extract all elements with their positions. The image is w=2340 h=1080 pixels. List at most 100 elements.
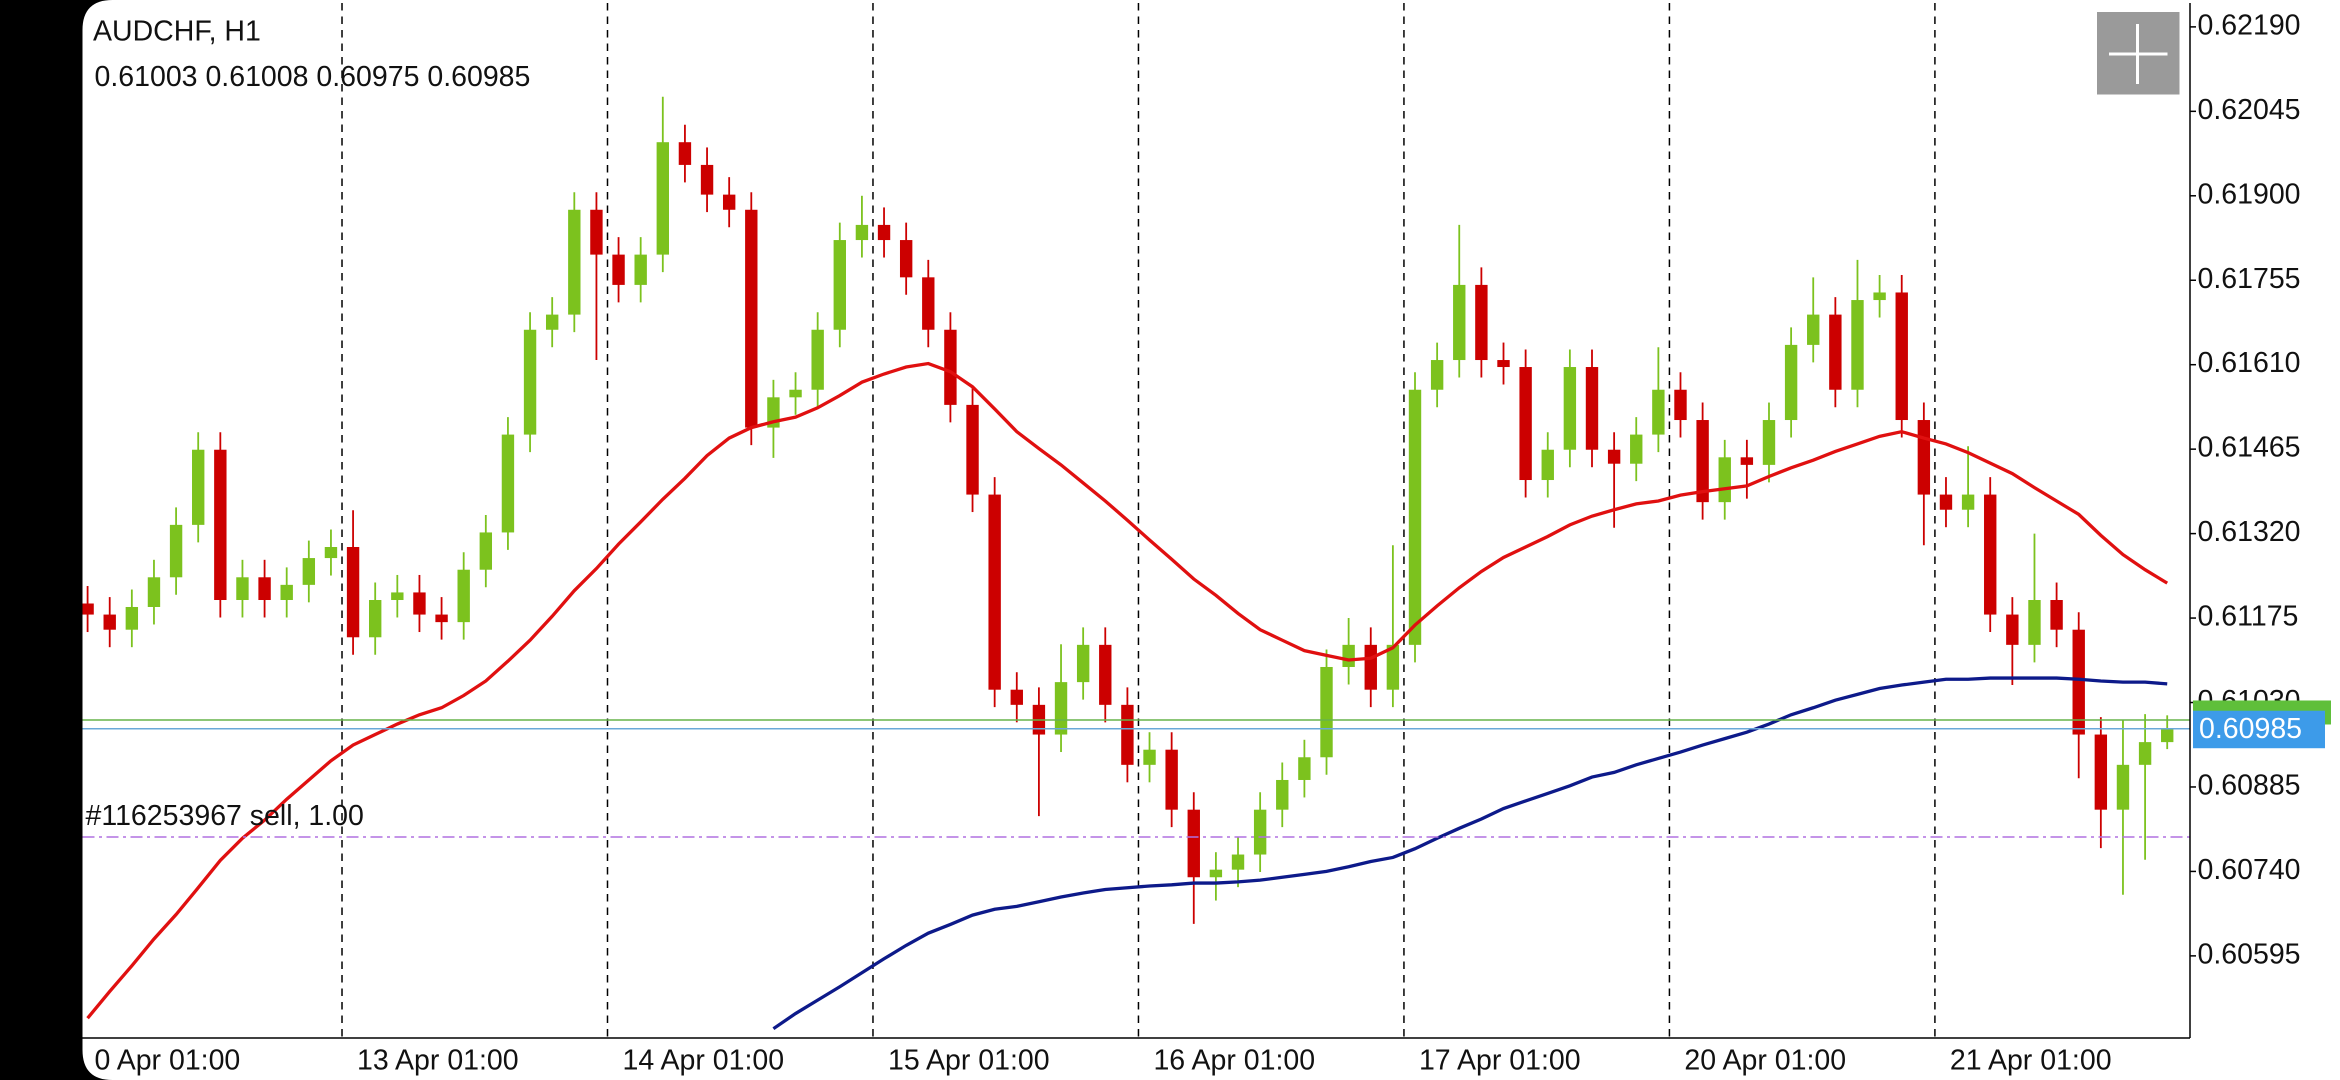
candle-body: [1010, 689, 1023, 705]
y-tick-label: 0.60595: [2198, 938, 2301, 970]
candle-body: [82, 603, 94, 615]
crosshair-button[interactable]: [2097, 12, 2180, 95]
candle-body: [1718, 457, 1731, 503]
candle-body: [1939, 494, 1953, 510]
candle-body: [2028, 600, 2041, 645]
x-tick-label: 16 Apr 01:00: [1153, 1045, 1315, 1077]
candle-body: [1563, 367, 1577, 450]
candle-body: [280, 584, 293, 601]
ohlc-high: 0.61008: [205, 61, 308, 93]
candle-body: [2094, 734, 2108, 810]
candle-body: [1873, 292, 1886, 301]
candle-body: [2050, 600, 2063, 630]
candle-body: [1143, 749, 1156, 765]
x-tick-label: 13 Apr 01:00: [357, 1045, 519, 1077]
candle-body: [1674, 389, 1687, 421]
candle-body: [855, 224, 869, 241]
candle-body: [722, 194, 736, 210]
candle-body: [1740, 457, 1754, 465]
candle-body: [1099, 644, 1112, 705]
candle-body: [1851, 300, 1864, 390]
candle-body: [1209, 869, 1223, 878]
ohlc-low: 0.60975: [316, 61, 419, 93]
x-tick-label: 0 Apr 01:00: [95, 1045, 241, 1077]
candle-body: [1342, 644, 1355, 667]
candle-body: [745, 209, 758, 428]
candle-body: [789, 389, 802, 398]
candle-body: [192, 449, 205, 525]
moving-average: [772, 676, 2168, 1031]
y-tick-label: 0.61610: [2198, 347, 2301, 379]
candle-body: [1453, 284, 1466, 361]
candle-body: [700, 164, 714, 195]
symbol-title: AUDCHF, H1: [93, 16, 261, 48]
candle-body: [877, 224, 891, 241]
candle-body: [1165, 749, 1178, 810]
plot-layer: [82, 3, 2190, 1038]
candle-body: [457, 569, 470, 623]
candle-body: [2072, 629, 2085, 735]
candle-body: [413, 592, 426, 615]
candle-body: [147, 577, 161, 607]
candle-body: [1276, 779, 1289, 810]
candle-body: [2116, 764, 2130, 810]
candle-body: [324, 547, 338, 559]
candle-body: [302, 558, 316, 585]
y-tick-label: 0.61755: [2198, 263, 2301, 295]
candle-body: [258, 577, 271, 601]
candle-body: [1961, 494, 1975, 510]
candle-body: [944, 329, 957, 405]
candle-body: [1585, 367, 1599, 450]
candle-body: [479, 532, 493, 570]
candle-body: [678, 142, 692, 165]
ohlc-close: 0.60985: [427, 61, 530, 93]
candle-body: [1320, 666, 1333, 758]
ohlc-header: 0.61003 0.61008 0.60975 0.60985: [95, 61, 531, 93]
candle-body: [1784, 344, 1798, 421]
candle-body: [1519, 367, 1532, 481]
chart-background: [82, 0, 2340, 1080]
x-tick-label: 20 Apr 01:00: [1684, 1045, 1846, 1077]
candle-body: [369, 600, 382, 638]
candle-body: [1497, 360, 1510, 368]
candle-body: [2161, 728, 2174, 743]
label-layer: 0.62190 0.62045 0.61900 0.61755 0.61610 0.614…: [86, 9, 2331, 1077]
candle-body: [833, 240, 846, 330]
candle-body: [1630, 434, 1643, 464]
candle-body: [612, 254, 625, 285]
y-tick-label: 0.61320: [2198, 516, 2301, 548]
candle-body: [501, 434, 515, 533]
candle-body: [1652, 389, 1665, 435]
y-tick-label: 0.60885: [2198, 769, 2301, 801]
candle-body: [1475, 284, 1488, 361]
candle-body: [545, 314, 559, 330]
candle-body: [1917, 420, 1931, 495]
x-tick-label: 15 Apr 01:00: [888, 1045, 1050, 1077]
x-tick-label: 14 Apr 01:00: [622, 1045, 784, 1077]
y-tick-label: 0.62045: [2198, 94, 2301, 126]
y-tick-label: 0.61900: [2198, 178, 2301, 210]
y-tick-label: 0.61175: [2198, 601, 2299, 633]
candle-body: [523, 329, 537, 435]
x-tick-label: 21 Apr 01:00: [1950, 1045, 2112, 1077]
candle-body: [1541, 449, 1554, 481]
candle-body: [214, 449, 227, 601]
candle-body: [1984, 494, 1997, 615]
candle-body: [1895, 292, 1908, 421]
candle-body: [125, 606, 139, 630]
candle-body: [1187, 809, 1200, 878]
candle-body: [2006, 614, 2019, 645]
candle-body: [2138, 742, 2152, 765]
bid-tag-label: 0.60985: [2199, 713, 2302, 745]
candle-body: [811, 329, 824, 390]
moving-average: [86, 361, 2169, 1020]
candle-body: [1253, 809, 1267, 855]
candle-body: [103, 614, 116, 630]
candle-body: [634, 254, 647, 285]
candle-body: [1054, 682, 1068, 735]
order-label: #116253967 sell, 1.00: [86, 800, 364, 832]
candle-body: [1121, 704, 1134, 765]
y-tick-label: 0.62190: [2198, 9, 2301, 41]
candle-body: [568, 209, 581, 315]
